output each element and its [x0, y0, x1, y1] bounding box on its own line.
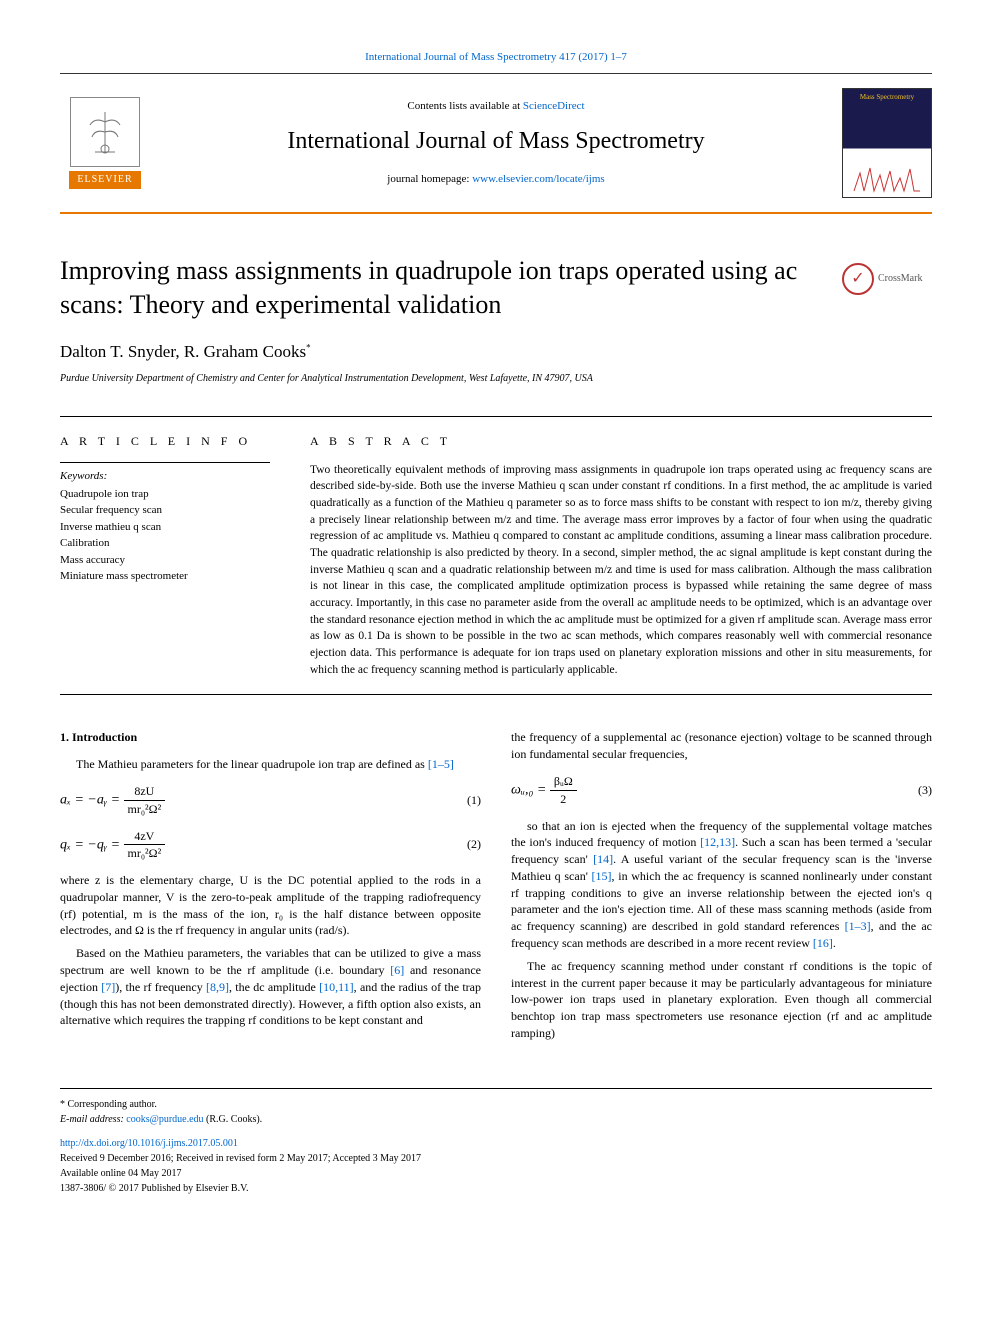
eq-number: (3) — [918, 782, 932, 799]
eq-lhs: aₓ = −aᵧ = — [60, 792, 124, 807]
left-column: 1. Introduction The Mathieu parameters f… — [60, 729, 481, 1048]
copyright-line: 1387-3806/ © 2017 Published by Elsevier … — [60, 1181, 932, 1196]
homepage-prefix: journal homepage: — [387, 173, 472, 185]
cover-top-text: Mass Spectrometry — [860, 93, 914, 149]
journal-header: ELSEVIER Contents lists available at Sci… — [60, 73, 932, 214]
ref-link[interactable]: [1–5] — [428, 757, 454, 771]
homepage-link[interactable]: www.elsevier.com/locate/ijms — [472, 173, 604, 185]
section-1-heading: 1. Introduction — [60, 729, 481, 746]
email-link[interactable]: cooks@purdue.edu — [126, 1114, 203, 1125]
crossmark-badge[interactable]: ✓ CrossMark — [842, 254, 932, 304]
ref-link[interactable]: [1–3] — [845, 919, 871, 933]
journal-homepage: journal homepage: www.elsevier.com/locat… — [166, 172, 826, 187]
footer: * Corresponding author. E-mail address: … — [60, 1088, 932, 1196]
article-info-heading: A R T I C L E I N F O — [60, 433, 270, 450]
ref-link[interactable]: [6] — [390, 963, 404, 977]
sciencedirect-link[interactable]: ScienceDirect — [523, 100, 585, 112]
eq-number: (2) — [467, 836, 481, 853]
ref-link[interactable]: [16] — [813, 936, 833, 950]
eq-lhs: qₓ = −qᵧ = — [60, 837, 124, 852]
available-line: Available online 04 May 2017 — [60, 1166, 932, 1181]
email-suffix: (R.G. Cooks). — [204, 1114, 263, 1125]
ref-link[interactable]: [12,13] — [700, 835, 735, 849]
author-names: Dalton T. Snyder, R. Graham Cooks — [60, 342, 306, 361]
contents-available: Contents lists available at ScienceDirec… — [166, 99, 826, 114]
intro-para-1: The Mathieu parameters for the linear qu… — [60, 756, 481, 773]
para-text: , the dc amplitude — [229, 980, 319, 994]
journal-cover-thumbnail: Mass Spectrometry — [842, 88, 932, 198]
eq-lhs: ωᵤ,₀ = — [511, 782, 550, 797]
eq-numerator: 4zV — [124, 828, 166, 846]
received-line: Received 9 December 2016; Received in re… — [60, 1151, 932, 1166]
cover-bottom-graphic — [847, 149, 927, 193]
eq-numerator: 8zU — [124, 783, 166, 801]
ref-link[interactable]: [7] — [101, 980, 115, 994]
ref-link[interactable]: [14] — [593, 852, 613, 866]
para-ac-frequency: The ac frequency scanning method under c… — [511, 958, 932, 1042]
abstract-text: Two theoretically equivalent methods of … — [310, 462, 932, 679]
email-label: E-mail address: — [60, 1114, 126, 1125]
corresponding-author: * Corresponding author. — [60, 1097, 932, 1112]
crossmark-check-icon: ✓ — [842, 263, 874, 295]
contents-prefix: Contents lists available at — [407, 100, 522, 112]
para-based-on: Based on the Mathieu parameters, the var… — [60, 945, 481, 1029]
abstract-heading: A B S T R A C T — [310, 433, 932, 450]
top-citation-link[interactable]: International Journal of Mass Spectromet… — [365, 51, 627, 63]
para-text: ), the rf frequency — [115, 980, 206, 994]
article-title: Improving mass assignments in quadrupole… — [60, 254, 822, 322]
eq-denominator: 2 — [550, 791, 577, 808]
journal-name: International Journal of Mass Spectromet… — [166, 125, 826, 159]
keyword: Inverse mathieu q scan — [60, 519, 270, 536]
keyword: Calibration — [60, 535, 270, 552]
elsevier-tree-icon — [70, 97, 140, 167]
keyword: Mass accuracy — [60, 552, 270, 569]
email-line: E-mail address: cooks@purdue.edu (R.G. C… — [60, 1112, 932, 1127]
top-citation: International Journal of Mass Spectromet… — [60, 50, 932, 65]
para-where: where z is the elementary charge, U is t… — [60, 872, 481, 939]
elsevier-name: ELSEVIER — [69, 171, 140, 189]
ref-link[interactable]: [10,11] — [319, 980, 354, 994]
equation-2: qₓ = −qᵧ = 4zVmr₀²Ω² (2) — [60, 828, 481, 863]
eq-number: (1) — [467, 792, 481, 809]
para-frequency: the frequency of a supplemental ac (reso… — [511, 729, 932, 763]
eq-denominator: mr₀²Ω² — [124, 845, 166, 862]
para-text: The Mathieu parameters for the linear qu… — [76, 757, 428, 771]
crossmark-label: CrossMark — [878, 272, 922, 286]
keyword: Quadrupole ion trap — [60, 486, 270, 503]
keyword: Miniature mass spectrometer — [60, 568, 270, 585]
eq-denominator: mr₀²Ω² — [124, 801, 166, 818]
affiliation: Purdue University Department of Chemistr… — [60, 372, 932, 386]
para-so-that: so that an ion is ejected when the frequ… — [511, 818, 932, 952]
ref-link[interactable]: [15] — [592, 869, 612, 883]
article-info-column: A R T I C L E I N F O Keywords: Quadrupo… — [60, 433, 270, 679]
body-two-column: 1. Introduction The Mathieu parameters f… — [60, 729, 932, 1048]
elsevier-logo: ELSEVIER — [60, 88, 150, 198]
equation-1: aₓ = −aᵧ = 8zUmr₀²Ω² (1) — [60, 783, 481, 818]
keyword: Secular frequency scan — [60, 502, 270, 519]
abstract-column: A B S T R A C T Two theoretically equiva… — [310, 433, 932, 679]
ref-link[interactable]: [8,9] — [206, 980, 229, 994]
eq-numerator: βᵤΩ — [550, 773, 577, 791]
doi-link[interactable]: http://dx.doi.org/10.1016/j.ijms.2017.05… — [60, 1138, 238, 1149]
para-text: . — [833, 936, 836, 950]
corresponding-author-marker: * — [306, 342, 311, 352]
right-column: the frequency of a supplemental ac (reso… — [511, 729, 932, 1048]
authors: Dalton T. Snyder, R. Graham Cooks* — [60, 340, 932, 364]
keywords-label: Keywords: — [60, 462, 270, 484]
equation-3: ωᵤ,₀ = βᵤΩ2 (3) — [511, 773, 932, 808]
